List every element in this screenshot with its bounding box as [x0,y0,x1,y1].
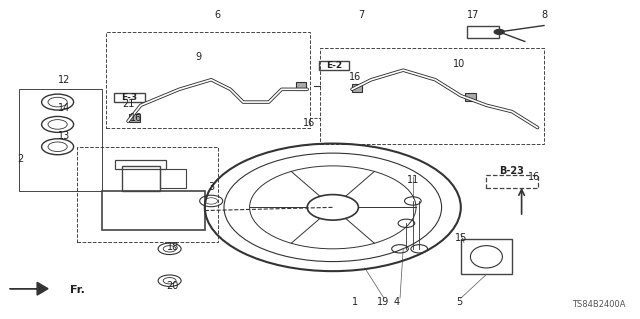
Bar [296,82,306,90]
Bar [102,191,205,230]
Text: 2: 2 [17,154,24,165]
Bar [129,114,140,122]
Text: 6: 6 [214,10,221,20]
Text: 16: 16 [303,118,316,128]
Bar [486,175,538,188]
Text: B-23: B-23 [500,166,524,176]
Bar [465,93,476,101]
Text: 19: 19 [376,297,389,308]
Text: 5: 5 [456,297,463,308]
Text: 20: 20 [166,280,179,291]
Bar [19,89,102,191]
Text: 17: 17 [467,10,480,20]
Bar [114,93,145,102]
Text: 10: 10 [453,59,466,69]
Text: E-2: E-2 [326,61,342,70]
Text: 14: 14 [58,103,70,114]
Text: 8: 8 [541,10,547,20]
Text: Fr.: Fr. [70,285,85,295]
Text: 1: 1 [352,297,358,308]
Bar [467,26,499,38]
Text: TS84B2400A: TS84B2400A [572,300,625,309]
Text: 9: 9 [195,52,202,63]
Text: 16: 16 [130,113,143,123]
Bar [115,160,166,169]
Text: 13: 13 [58,130,70,141]
Text: E-3: E-3 [121,93,138,102]
Bar [461,239,512,274]
Bar [320,48,544,144]
Circle shape [494,29,504,34]
Bar [160,169,186,188]
Bar [77,147,218,242]
Text: 12: 12 [58,75,70,85]
Text: 18: 18 [166,242,179,252]
Text: 16: 16 [349,71,362,82]
Text: 3: 3 [208,182,214,192]
Bar [319,61,349,70]
Text: 4: 4 [394,297,400,308]
Text: 7: 7 [358,10,365,20]
Bar [352,84,362,92]
Text: 15: 15 [454,233,467,243]
Bar [106,32,310,128]
Text: 16: 16 [528,172,541,182]
Text: 11: 11 [406,175,419,185]
Polygon shape [10,282,48,295]
Text: 21: 21 [122,99,134,109]
Bar [122,166,160,191]
